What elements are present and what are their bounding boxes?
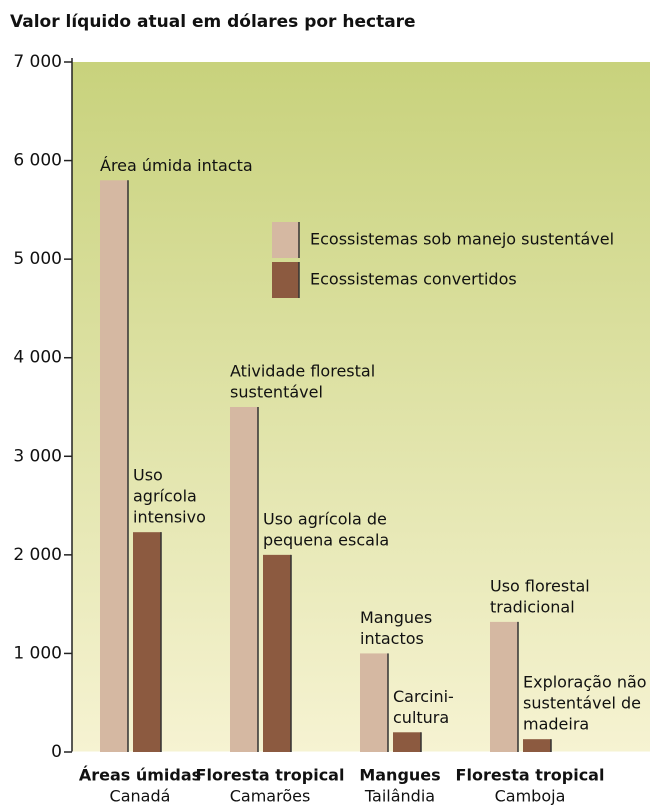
bar-annotation: intactos	[360, 629, 424, 648]
bar-annotation: Uso agrícola de	[263, 509, 387, 528]
legend-swatch	[272, 262, 299, 298]
y-tick-label: 0	[51, 742, 62, 762]
y-tick-label: 1 000	[13, 643, 62, 663]
x-tick-sublabel: Camboja	[495, 787, 566, 806]
y-tick-label: 5 000	[13, 249, 62, 269]
bar-annotation: Carcini-	[393, 687, 454, 706]
y-tick-label: 3 000	[13, 446, 62, 466]
y-tick-label: 6 000	[13, 151, 62, 171]
bar	[490, 621, 518, 752]
bar-annotation: Atividade florestal	[230, 362, 375, 381]
bar	[360, 653, 388, 752]
x-tick-label: Floresta tropical	[456, 766, 605, 785]
bar	[263, 554, 291, 752]
bar-annotation: Mangues	[360, 608, 432, 627]
bar-annotation: sustentável	[230, 383, 323, 402]
x-tick-sublabel: Tailândia	[364, 787, 435, 806]
y-tick-label: 4 000	[13, 348, 62, 368]
legend-swatch	[272, 222, 299, 258]
bar-annotation: pequena escala	[263, 530, 389, 549]
bar-annotation: madeira	[523, 715, 589, 734]
bar-annotation: Área úmida intacta	[100, 156, 253, 175]
bar-annotation: Uso florestal	[490, 576, 590, 595]
legend-label: Ecossistemas convertidos	[310, 270, 517, 289]
chart-title: Valor líquido atual em dólares por hecta…	[10, 12, 416, 32]
x-tick-sublabel: Canadá	[110, 787, 171, 806]
bar-annotation: agrícola	[133, 487, 197, 506]
bar-annotation: Exploração não	[523, 673, 647, 692]
bar	[100, 180, 128, 753]
bar-annotation: tradicional	[490, 597, 575, 616]
plot-background	[72, 62, 650, 752]
x-tick-label: Mangues	[359, 766, 440, 785]
bar	[393, 732, 421, 752]
bar-annotation: intensivo	[133, 508, 206, 527]
bar	[523, 739, 551, 752]
y-tick-label: 7 000	[13, 52, 62, 72]
legend-label: Ecossistemas sob manejo sustentável	[310, 230, 614, 249]
x-tick-sublabel: Camarões	[230, 787, 311, 806]
bar	[133, 532, 161, 752]
x-tick-label: Áreas úmidas	[79, 766, 201, 785]
bar	[230, 407, 258, 752]
bar-annotation: sustentável de	[523, 694, 641, 713]
x-tick-label: Floresta tropical	[196, 766, 345, 785]
y-tick-label: 2 000	[13, 545, 62, 565]
bar-annotation: Uso	[133, 466, 163, 485]
bar-annotation: cultura	[393, 708, 449, 727]
